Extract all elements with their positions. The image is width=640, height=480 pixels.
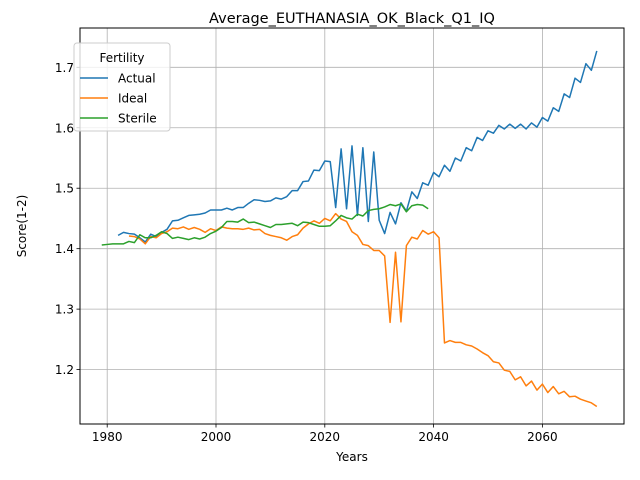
- y-tick-label: 1.7: [55, 61, 74, 75]
- chart-title: Average_EUTHANASIA_OK_Black_Q1_IQ: [209, 11, 495, 27]
- x-tick-label: 1980: [92, 430, 123, 444]
- x-tick-label: 2060: [527, 430, 558, 444]
- series-line-sterile: [101, 203, 429, 246]
- x-tick-label: 2000: [201, 430, 232, 444]
- series-lines: [101, 50, 598, 408]
- legend-items: Actual Ideal Sterile: [80, 72, 157, 126]
- y-tick-label: 1.5: [55, 182, 74, 196]
- legend: Fertility Actual Ideal Sterile: [73, 42, 171, 132]
- plot-frame: [79, 27, 625, 425]
- x-tick-label: 2020: [310, 430, 341, 444]
- legend-label-ideal: Ideal: [118, 92, 147, 106]
- axis-ticks: 1980 2000 2020 2040 2060 1.2 1.3 1.4 1.5 1.6 1.7: [55, 61, 558, 444]
- y-tick-label: 1.3: [55, 303, 74, 317]
- legend-title: Fertility: [99, 51, 144, 65]
- series-line-actual: [117, 50, 598, 243]
- legend-label-sterile: Sterile: [118, 112, 157, 126]
- x-tick-label: 2040: [418, 430, 449, 444]
- x-axis-label: Years: [335, 450, 368, 464]
- y-tick-label: 1.6: [55, 121, 74, 135]
- legend-label-actual: Actual: [118, 72, 156, 86]
- legend-box: [73, 42, 171, 132]
- y-axis-label: Score(1-2): [15, 195, 29, 258]
- y-tick-label: 1.4: [55, 242, 74, 256]
- y-tick-label: 1.2: [55, 363, 74, 377]
- series-line-ideal: [128, 212, 598, 408]
